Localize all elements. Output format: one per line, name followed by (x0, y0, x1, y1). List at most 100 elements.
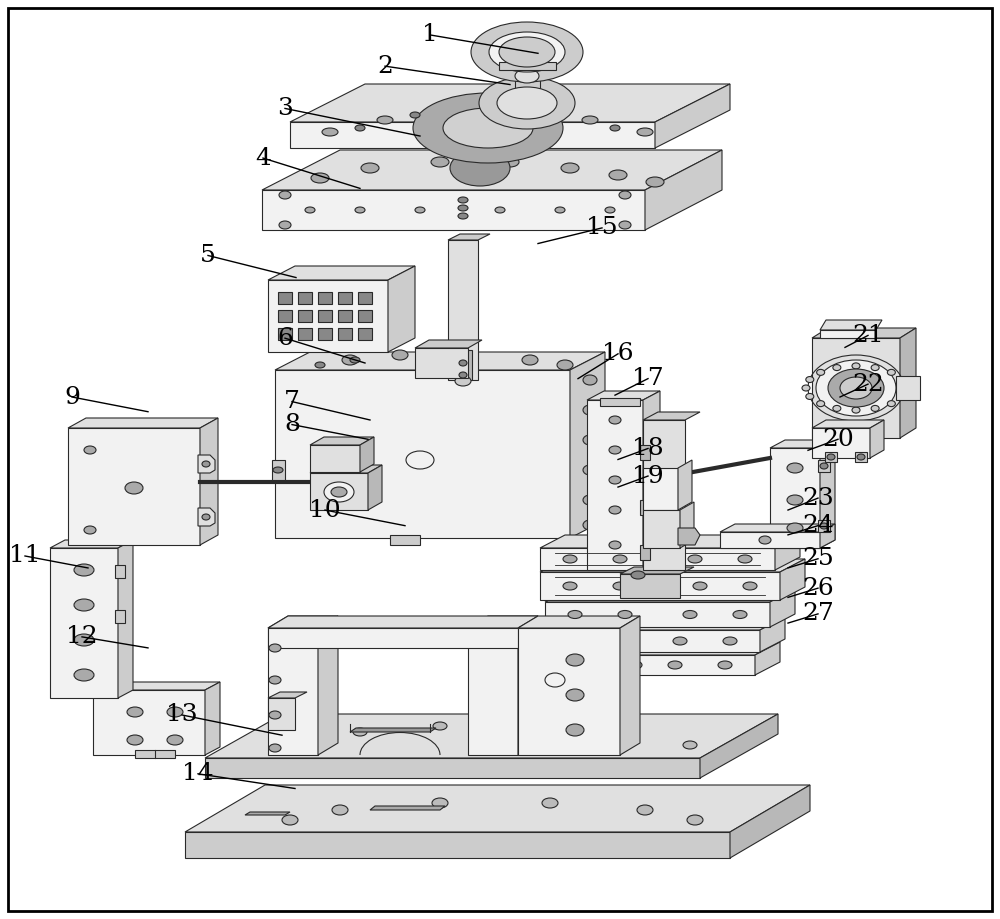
Ellipse shape (898, 377, 906, 382)
Ellipse shape (269, 711, 281, 719)
Ellipse shape (542, 798, 558, 808)
Ellipse shape (432, 798, 448, 808)
Polygon shape (855, 452, 867, 462)
Ellipse shape (833, 365, 841, 370)
Ellipse shape (557, 360, 573, 370)
Polygon shape (770, 440, 835, 448)
Polygon shape (755, 642, 780, 675)
Polygon shape (770, 589, 795, 627)
Ellipse shape (852, 407, 860, 414)
Polygon shape (455, 350, 472, 380)
Polygon shape (770, 448, 820, 548)
Polygon shape (272, 460, 285, 480)
Ellipse shape (561, 163, 579, 173)
Ellipse shape (433, 722, 447, 730)
Polygon shape (338, 292, 352, 304)
Ellipse shape (495, 207, 505, 213)
Polygon shape (268, 266, 415, 280)
Ellipse shape (282, 815, 298, 825)
Ellipse shape (74, 669, 94, 681)
Ellipse shape (828, 369, 884, 407)
Polygon shape (68, 418, 218, 428)
Ellipse shape (167, 707, 183, 717)
Ellipse shape (806, 377, 814, 382)
Polygon shape (318, 328, 332, 340)
Polygon shape (643, 391, 660, 570)
Ellipse shape (583, 465, 597, 475)
Ellipse shape (787, 495, 803, 505)
Polygon shape (415, 348, 468, 378)
Polygon shape (275, 352, 605, 370)
Ellipse shape (331, 487, 347, 497)
Text: 17: 17 (632, 367, 664, 391)
Polygon shape (370, 806, 445, 810)
Polygon shape (730, 785, 810, 858)
Ellipse shape (759, 536, 771, 544)
Ellipse shape (515, 69, 539, 83)
Text: 2: 2 (377, 54, 393, 78)
Ellipse shape (609, 506, 621, 514)
Text: 19: 19 (632, 464, 664, 488)
Polygon shape (358, 328, 372, 340)
Polygon shape (185, 785, 810, 832)
Ellipse shape (563, 555, 577, 563)
Polygon shape (290, 122, 655, 148)
Polygon shape (310, 445, 360, 472)
Ellipse shape (583, 405, 597, 415)
Text: 16: 16 (602, 342, 634, 366)
Text: 10: 10 (309, 498, 341, 522)
Polygon shape (678, 528, 700, 545)
Polygon shape (298, 310, 312, 322)
Ellipse shape (817, 401, 825, 406)
Ellipse shape (279, 221, 291, 229)
Ellipse shape (738, 555, 752, 563)
Ellipse shape (605, 207, 615, 213)
Ellipse shape (693, 582, 707, 590)
Ellipse shape (817, 369, 825, 375)
Ellipse shape (410, 112, 420, 118)
Ellipse shape (840, 377, 872, 399)
Ellipse shape (522, 355, 538, 365)
Polygon shape (50, 540, 133, 548)
Polygon shape (390, 535, 420, 545)
Ellipse shape (827, 454, 835, 460)
Polygon shape (368, 465, 382, 510)
Polygon shape (570, 352, 605, 538)
Ellipse shape (279, 191, 291, 199)
Ellipse shape (355, 207, 365, 213)
Polygon shape (448, 234, 490, 240)
Ellipse shape (718, 661, 732, 669)
Ellipse shape (471, 22, 583, 82)
Ellipse shape (555, 207, 565, 213)
Polygon shape (812, 420, 884, 428)
Ellipse shape (619, 221, 631, 229)
Ellipse shape (887, 369, 895, 375)
Ellipse shape (497, 87, 557, 119)
Polygon shape (775, 535, 800, 570)
Ellipse shape (499, 37, 555, 67)
Ellipse shape (305, 207, 315, 213)
Text: 27: 27 (802, 602, 834, 626)
Ellipse shape (479, 77, 575, 129)
Ellipse shape (631, 571, 645, 579)
Polygon shape (135, 750, 175, 758)
Polygon shape (820, 330, 876, 338)
Ellipse shape (637, 128, 653, 136)
Ellipse shape (324, 482, 354, 502)
Ellipse shape (74, 634, 94, 646)
Polygon shape (268, 628, 318, 755)
Ellipse shape (269, 676, 281, 684)
Ellipse shape (566, 654, 584, 666)
Polygon shape (812, 328, 916, 338)
Ellipse shape (269, 644, 281, 652)
Ellipse shape (355, 125, 365, 131)
Ellipse shape (613, 555, 627, 563)
Ellipse shape (787, 463, 803, 473)
Polygon shape (268, 616, 538, 628)
Polygon shape (643, 412, 700, 420)
Polygon shape (643, 420, 685, 570)
Text: 24: 24 (802, 514, 834, 538)
Polygon shape (870, 420, 884, 458)
Ellipse shape (311, 173, 329, 183)
Polygon shape (600, 398, 640, 406)
